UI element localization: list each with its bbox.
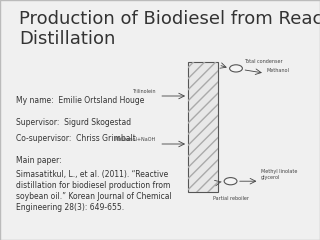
Text: My name:  Emilie Ortsland Houge: My name: Emilie Ortsland Houge: [16, 96, 144, 105]
Text: Engineering 28(3): 649-655.: Engineering 28(3): 649-655.: [16, 203, 124, 212]
Text: distillation for biodiesel production from: distillation for biodiesel production fr…: [16, 181, 170, 190]
Text: Partial reboiler: Partial reboiler: [212, 196, 249, 201]
Text: Co-supervisor:  Chriss Grimbalt: Co-supervisor: Chriss Grimbalt: [16, 134, 136, 144]
Text: Total condenser: Total condenser: [244, 59, 283, 64]
Bar: [188, 62, 218, 192]
Text: Trilinolein: Trilinolein: [132, 89, 156, 94]
Ellipse shape: [224, 178, 237, 185]
Text: Production of Biodiesel from Reactive
Distillation: Production of Biodiesel from Reactive Di…: [19, 10, 320, 48]
Text: Supervisor:  Sigurd Skogestad: Supervisor: Sigurd Skogestad: [16, 118, 131, 127]
Text: soybean oil.” Korean Journal of Chemical: soybean oil.” Korean Journal of Chemical: [16, 192, 172, 201]
Text: Main paper:: Main paper:: [16, 156, 62, 165]
Bar: [188, 62, 218, 192]
Text: Methyl linolate
glycerol: Methyl linolate glycerol: [261, 169, 297, 180]
Text: Simasatitkul, L., et al. (2011). “Reactive: Simasatitkul, L., et al. (2011). “Reacti…: [16, 170, 168, 180]
Ellipse shape: [230, 65, 243, 72]
Text: Methanol: Methanol: [266, 68, 289, 73]
Text: Methanol+NaOH: Methanol+NaOH: [115, 137, 156, 142]
